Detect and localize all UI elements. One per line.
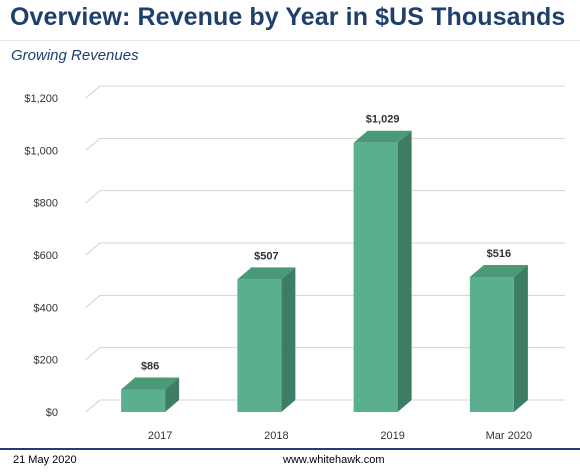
data-label: $516 — [487, 248, 511, 260]
footer-url: www.whitehawk.com — [283, 454, 385, 466]
title-divider — [0, 40, 580, 41]
bar-top-3 — [469, 264, 528, 277]
gridline-slant — [85, 294, 101, 308]
gridline-slant — [85, 347, 101, 361]
x-tick-label: Mar 2020 — [486, 430, 532, 440]
y-tick-label: $0 — [46, 407, 58, 419]
bar-side-1 — [281, 267, 296, 412]
bar-3 — [469, 276, 514, 412]
revenue-bar-chart: $0 $200 $400 $600 $800 $1,000 $1,200 $86 2017 $50… — [24, 85, 565, 440]
footer-divider — [0, 448, 580, 450]
bar-0 — [121, 389, 166, 412]
page-title: Overview: Revenue by Year in $US Thousan… — [10, 3, 566, 31]
gridline-slant — [85, 85, 101, 99]
data-label: $1,029 — [366, 114, 400, 126]
y-tick-label: $400 — [34, 302, 58, 314]
bar-side-2 — [397, 130, 412, 412]
y-tick-label: $800 — [34, 198, 58, 210]
gridline-slant — [85, 399, 101, 413]
x-tick-label: 2018 — [264, 430, 288, 440]
bar-top-1 — [237, 267, 296, 280]
bar-side-3 — [513, 264, 528, 412]
bar-2 — [353, 142, 398, 412]
data-label: $507 — [254, 250, 278, 262]
page-subtitle: Growing Revenues — [11, 47, 139, 64]
gridline-slant — [85, 190, 101, 204]
bar-top-2 — [353, 130, 412, 143]
gridline-slant — [85, 242, 101, 256]
y-tick-label: $1,000 — [24, 145, 58, 157]
x-tick-label: 2017 — [148, 430, 172, 440]
footer-date: 21 May 2020 — [13, 454, 77, 466]
y-tick-label: $600 — [34, 250, 58, 262]
bar-side-0 — [165, 377, 180, 412]
x-tick-label: 2019 — [380, 430, 404, 440]
gridline-slant — [85, 137, 101, 151]
data-label: $86 — [141, 360, 159, 372]
y-tick-label: $1,200 — [24, 93, 58, 105]
bar-1 — [237, 279, 282, 412]
y-tick-label: $200 — [34, 355, 58, 367]
bar-top-0 — [121, 377, 180, 390]
